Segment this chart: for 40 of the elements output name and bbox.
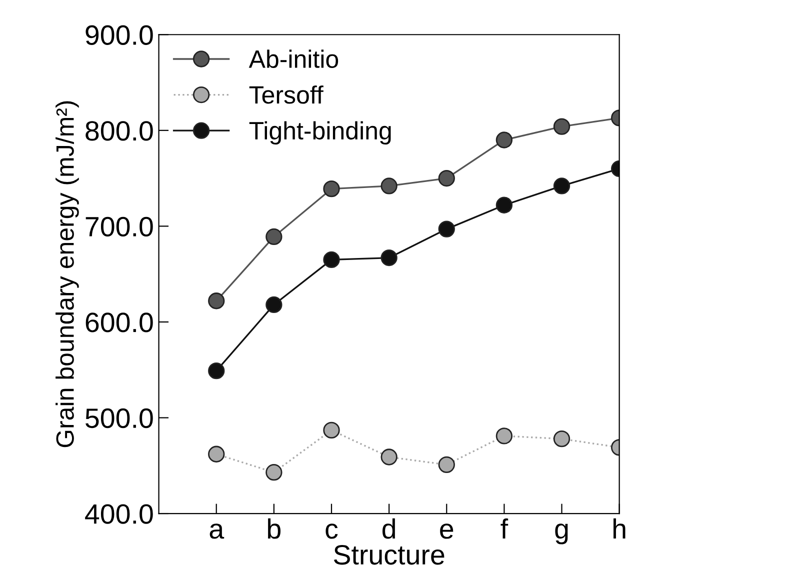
x-tick-label: c [326, 524, 338, 539]
x-tick-label: f [500, 518, 508, 539]
point [208, 446, 225, 462]
x-tick-label: b [268, 518, 280, 539]
legend-label: Tersoff [249, 85, 324, 104]
point [266, 464, 282, 481]
point [323, 422, 340, 439]
legend-label: Ab-initio [248, 50, 338, 68]
point [266, 228, 282, 246]
y-tick-label: 700.0 [86, 216, 153, 237]
point [266, 296, 282, 314]
x-tick-label: d [382, 518, 395, 539]
legend-label: Tight-binding [249, 121, 391, 145]
point [438, 456, 455, 474]
point [323, 251, 340, 268]
point [323, 180, 340, 198]
y-tick-label: 900.0 [86, 25, 153, 45]
x-axis-title: Structure [334, 545, 444, 565]
x-tick-label: g [555, 524, 568, 544]
x-tick-label: e [440, 524, 454, 539]
x-tick-label: h [614, 518, 626, 539]
point [380, 249, 398, 266]
point [438, 170, 455, 187]
y-tick-label: 800.0 [86, 121, 153, 141]
y-tick-label: 600.0 [86, 312, 153, 332]
point [380, 178, 398, 194]
x-tick-label: a [210, 524, 224, 539]
point [208, 292, 225, 310]
point [553, 178, 570, 194]
point [208, 362, 225, 380]
point [380, 448, 398, 466]
point [553, 118, 570, 135]
point [496, 428, 513, 444]
y-axis-title: Grain boundary energy (mJ/m²) [56, 101, 79, 448]
point [496, 196, 513, 214]
y-tick-label: 400.0 [85, 504, 153, 524]
point [438, 220, 455, 238]
point [553, 430, 570, 448]
point [496, 132, 513, 148]
y-tick-label: 500.0 [86, 408, 153, 428]
